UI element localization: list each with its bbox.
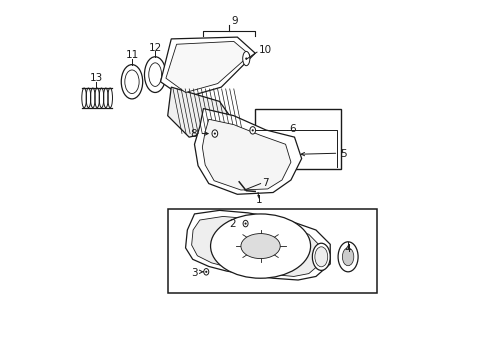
Polygon shape [202,119,290,190]
Text: 6: 6 [288,124,295,134]
Text: 11: 11 [125,50,138,60]
Ellipse shape [242,51,249,66]
Polygon shape [194,109,301,194]
Ellipse shape [148,63,162,86]
Circle shape [205,271,207,273]
Ellipse shape [312,243,329,270]
Polygon shape [160,37,255,98]
Ellipse shape [241,234,280,258]
Ellipse shape [249,127,255,134]
Ellipse shape [212,130,217,137]
Circle shape [213,132,216,135]
Ellipse shape [203,269,208,275]
Text: 9: 9 [230,16,237,26]
Ellipse shape [210,214,310,278]
Text: 5: 5 [340,149,346,159]
Bar [167,208,376,293]
Text: 4: 4 [344,244,351,254]
Bar [255,109,340,169]
Text: 8: 8 [190,129,197,139]
Text: 13: 13 [89,73,102,83]
Polygon shape [185,210,329,280]
Ellipse shape [342,248,353,266]
Ellipse shape [243,220,247,227]
Text: 2: 2 [229,219,236,229]
Ellipse shape [124,70,139,94]
Circle shape [251,129,253,131]
Circle shape [244,58,247,60]
Text: 1: 1 [255,195,262,205]
Ellipse shape [337,242,357,272]
Text: 7: 7 [262,178,268,188]
Text: 10: 10 [258,45,271,55]
Ellipse shape [121,64,142,99]
Ellipse shape [314,247,327,267]
Ellipse shape [144,57,165,93]
Text: 3: 3 [191,268,198,278]
Polygon shape [167,87,237,137]
Text: 12: 12 [148,43,162,53]
Polygon shape [165,41,249,93]
Polygon shape [191,216,321,276]
Circle shape [244,222,246,225]
